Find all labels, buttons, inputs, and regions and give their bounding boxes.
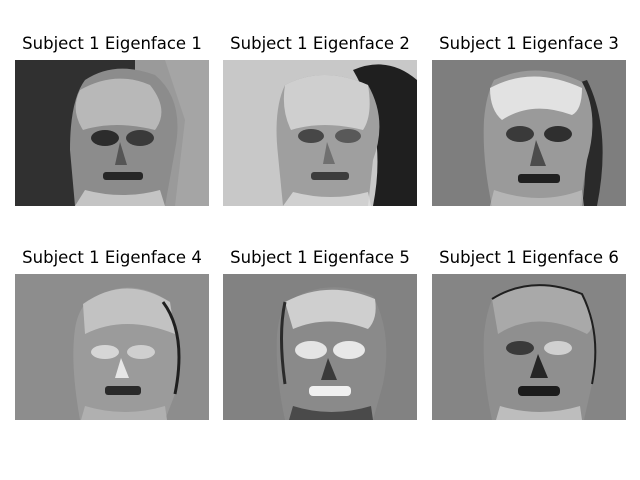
eigenface-image (15, 60, 209, 206)
eigenface-image (432, 274, 626, 420)
eigenface-image (223, 274, 417, 420)
panel-title: Subject 1 Eigenface 2 (230, 34, 410, 53)
panel-title: Subject 1 Eigenface 1 (22, 34, 202, 53)
panel-title: Subject 1 Eigenface 6 (439, 248, 619, 267)
panel-title: Subject 1 Eigenface 3 (439, 34, 619, 53)
panel-title: Subject 1 Eigenface 4 (22, 248, 202, 267)
panel-title: Subject 1 Eigenface 5 (230, 248, 410, 267)
eigenface-image (432, 60, 626, 206)
eigenface-image (15, 274, 209, 420)
eigenface-image (223, 60, 417, 206)
